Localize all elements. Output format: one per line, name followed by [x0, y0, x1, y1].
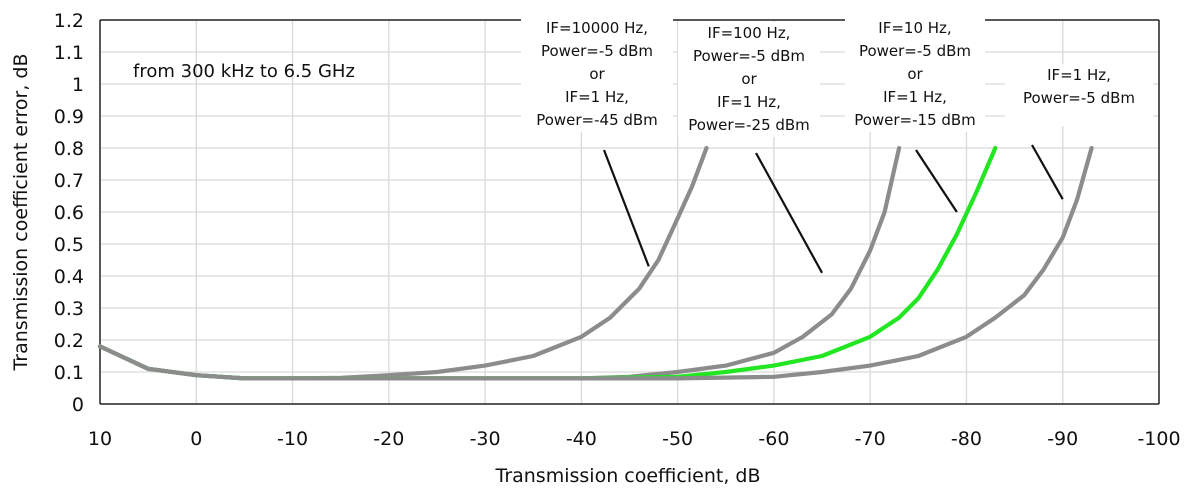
- annotation-text: or: [907, 65, 923, 83]
- y-tick-label: 0.1: [54, 362, 84, 384]
- x-tick-label: -30: [470, 428, 501, 450]
- annotation-text: Power=-5 dBm: [541, 42, 653, 60]
- annotation-text: Power=-5 dBm: [693, 47, 805, 65]
- annotation-text: IF=1 Hz,: [883, 88, 947, 106]
- y-tick-label: 0.5: [54, 234, 84, 256]
- annotation-leader: [602, 149, 650, 267]
- annotation-bg: [521, 17, 673, 132]
- y-tick-label: 0.9: [54, 106, 84, 128]
- annotation-text: Power=-15 dBm: [854, 111, 976, 129]
- y-tick-label: 0.4: [54, 266, 84, 288]
- x-tick-label: -60: [758, 428, 789, 450]
- series-line-4: [97, 145, 1094, 381]
- x-tick-label: -10: [277, 428, 308, 450]
- y-tick-label: 0: [72, 394, 84, 416]
- annotation-backgrounds: [521, 17, 1153, 137]
- annotation-leaders: [602, 144, 1064, 274]
- x-tick-label: -40: [566, 428, 597, 450]
- series-group: [97, 145, 1094, 381]
- annotation-bg: [845, 17, 985, 132]
- y-tick-label: 1.2: [54, 10, 84, 32]
- annotation-bg: [1005, 64, 1153, 126]
- annotation-text: Power=-25 dBm: [688, 116, 810, 134]
- x-tick-label: -80: [951, 428, 982, 450]
- x-tick-label: -20: [373, 428, 404, 450]
- x-tick-label: 10: [88, 428, 112, 450]
- x-tick-label: -100: [1137, 428, 1180, 450]
- x-tick-label: -70: [855, 428, 886, 450]
- annotation-bg: [678, 22, 820, 137]
- annotation-text: Power=-5 dBm: [859, 42, 971, 60]
- y-tick-label: 0.6: [54, 202, 84, 224]
- annotation-labels: IF=10000 Hz, Power=-5 dBm or IF=1 Hz, Power=…: [536, 19, 1135, 134]
- x-tick-label: -90: [1047, 428, 1078, 450]
- annotation-leader: [915, 149, 958, 213]
- annotation-text: IF=1 Hz,: [717, 93, 781, 111]
- x-axis-title: Transmission coefficient, dB: [495, 465, 761, 487]
- range-note: from 300 kHz to 6.5 GHz: [133, 61, 355, 82]
- y-tick-label: 0.8: [54, 138, 84, 160]
- annotation-text: Power=-45 dBm: [536, 111, 658, 129]
- x-tick-label: -50: [662, 428, 693, 450]
- annotation-text: IF=1 Hz,: [565, 88, 629, 106]
- tick-labels: 10 0 -10 -20 -30 -40 -50 -60 -70 -80 -90 -10000.10.…: [54, 10, 1181, 450]
- y-tick-label: 1: [72, 74, 84, 96]
- y-axis-title: Transmission coefficient error, dB: [10, 53, 32, 371]
- annotation-text: or: [589, 65, 605, 83]
- annotation-leader: [755, 152, 824, 274]
- annotation-text: IF=100 Hz,: [708, 24, 791, 42]
- annotation-text: IF=10 Hz,: [878, 19, 951, 37]
- series-line-3: [97, 145, 998, 381]
- annotation-text: or: [741, 70, 757, 88]
- annotation-text: IF=1 Hz,: [1047, 66, 1111, 84]
- y-tick-label: 0.3: [54, 298, 84, 320]
- y-tick-label: 0.2: [54, 330, 84, 352]
- annotation-text: IF=10000 Hz,: [546, 19, 648, 37]
- y-tick-label: 1.1: [54, 42, 84, 64]
- series-line-2: [97, 145, 902, 381]
- annotation-leader: [1031, 144, 1064, 200]
- x-tick-label: 0: [190, 428, 202, 450]
- y-tick-label: 0.7: [54, 170, 84, 192]
- annotation-text: Power=-5 dBm: [1023, 89, 1135, 107]
